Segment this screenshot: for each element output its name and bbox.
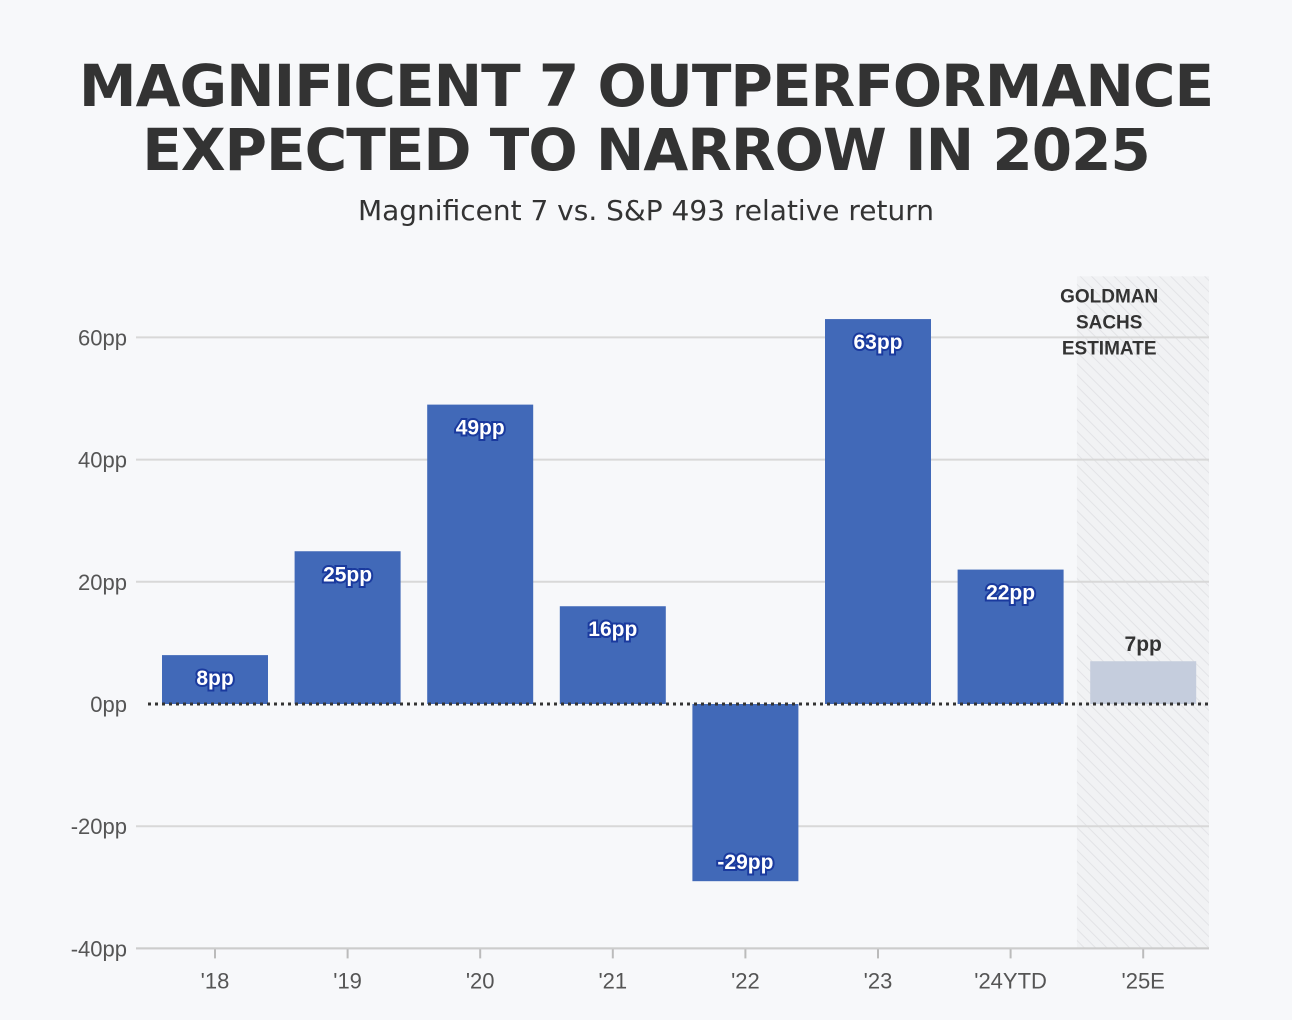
x-tick-label: '24YTD [974, 968, 1047, 993]
bars [162, 319, 1197, 882]
bar [427, 404, 534, 704]
bar [294, 551, 401, 704]
data-label: 25pp [323, 563, 372, 586]
chart-subtitle: Magnificent 7 vs. S&P 493 relative retur… [357, 194, 935, 227]
bar [559, 606, 666, 704]
bar [162, 655, 268, 704]
x-tick-label: '18 [201, 968, 230, 993]
data-label: 7pp [1125, 633, 1162, 656]
data-label: 16pp [588, 618, 637, 641]
y-tick-label: 0pp [90, 692, 127, 717]
y-tick-label: -40pp [71, 936, 127, 961]
data-label: 8pp [196, 667, 233, 690]
x-tick-label: '20 [466, 968, 495, 993]
bar [957, 569, 1064, 704]
y-tick-label: -20pp [71, 814, 127, 839]
estimate-band-label-line: GOLDMAN [1060, 286, 1158, 307]
estimate-band-label-line: ESTIMATE [1062, 338, 1157, 359]
y-tick-label: 60pp [78, 325, 127, 350]
x-tick-label: '25E [1122, 968, 1165, 993]
x-tick-label: '23 [864, 968, 893, 993]
bar-estimate [1090, 661, 1197, 704]
bar [825, 319, 931, 704]
y-tick-label: 20pp [78, 570, 127, 595]
y-tick-label: 40pp [78, 448, 127, 473]
estimate-band-layer [1076, 276, 1209, 949]
x-tick-label: '19 [333, 968, 362, 993]
data-label: -29pp [717, 851, 773, 874]
data-label: 63pp [853, 331, 902, 354]
labels: GOLDMAN SACHS ESTIMATE -40pp -20pp 0pp 20pp 40p… [71, 286, 1165, 993]
estimate-band [1076, 276, 1209, 949]
data-label: 49pp [456, 417, 505, 440]
chart-title-line-2: EXPECTED TO NARROW IN 2025 [142, 116, 1151, 184]
chart-title-line-1: MAGNIFICENT 7 OUTPERFORMANCE [78, 52, 1214, 120]
chart-title: MAGNIFICENT 7 OUTPERFORMANCE EXPECTED TO… [0, 54, 1292, 182]
x-tick-label: '22 [731, 968, 760, 993]
data-label: 22pp [986, 582, 1035, 605]
bar [692, 704, 799, 882]
estimate-band-label-line: SACHS [1076, 312, 1143, 333]
x-tick-label: '21 [598, 968, 627, 993]
